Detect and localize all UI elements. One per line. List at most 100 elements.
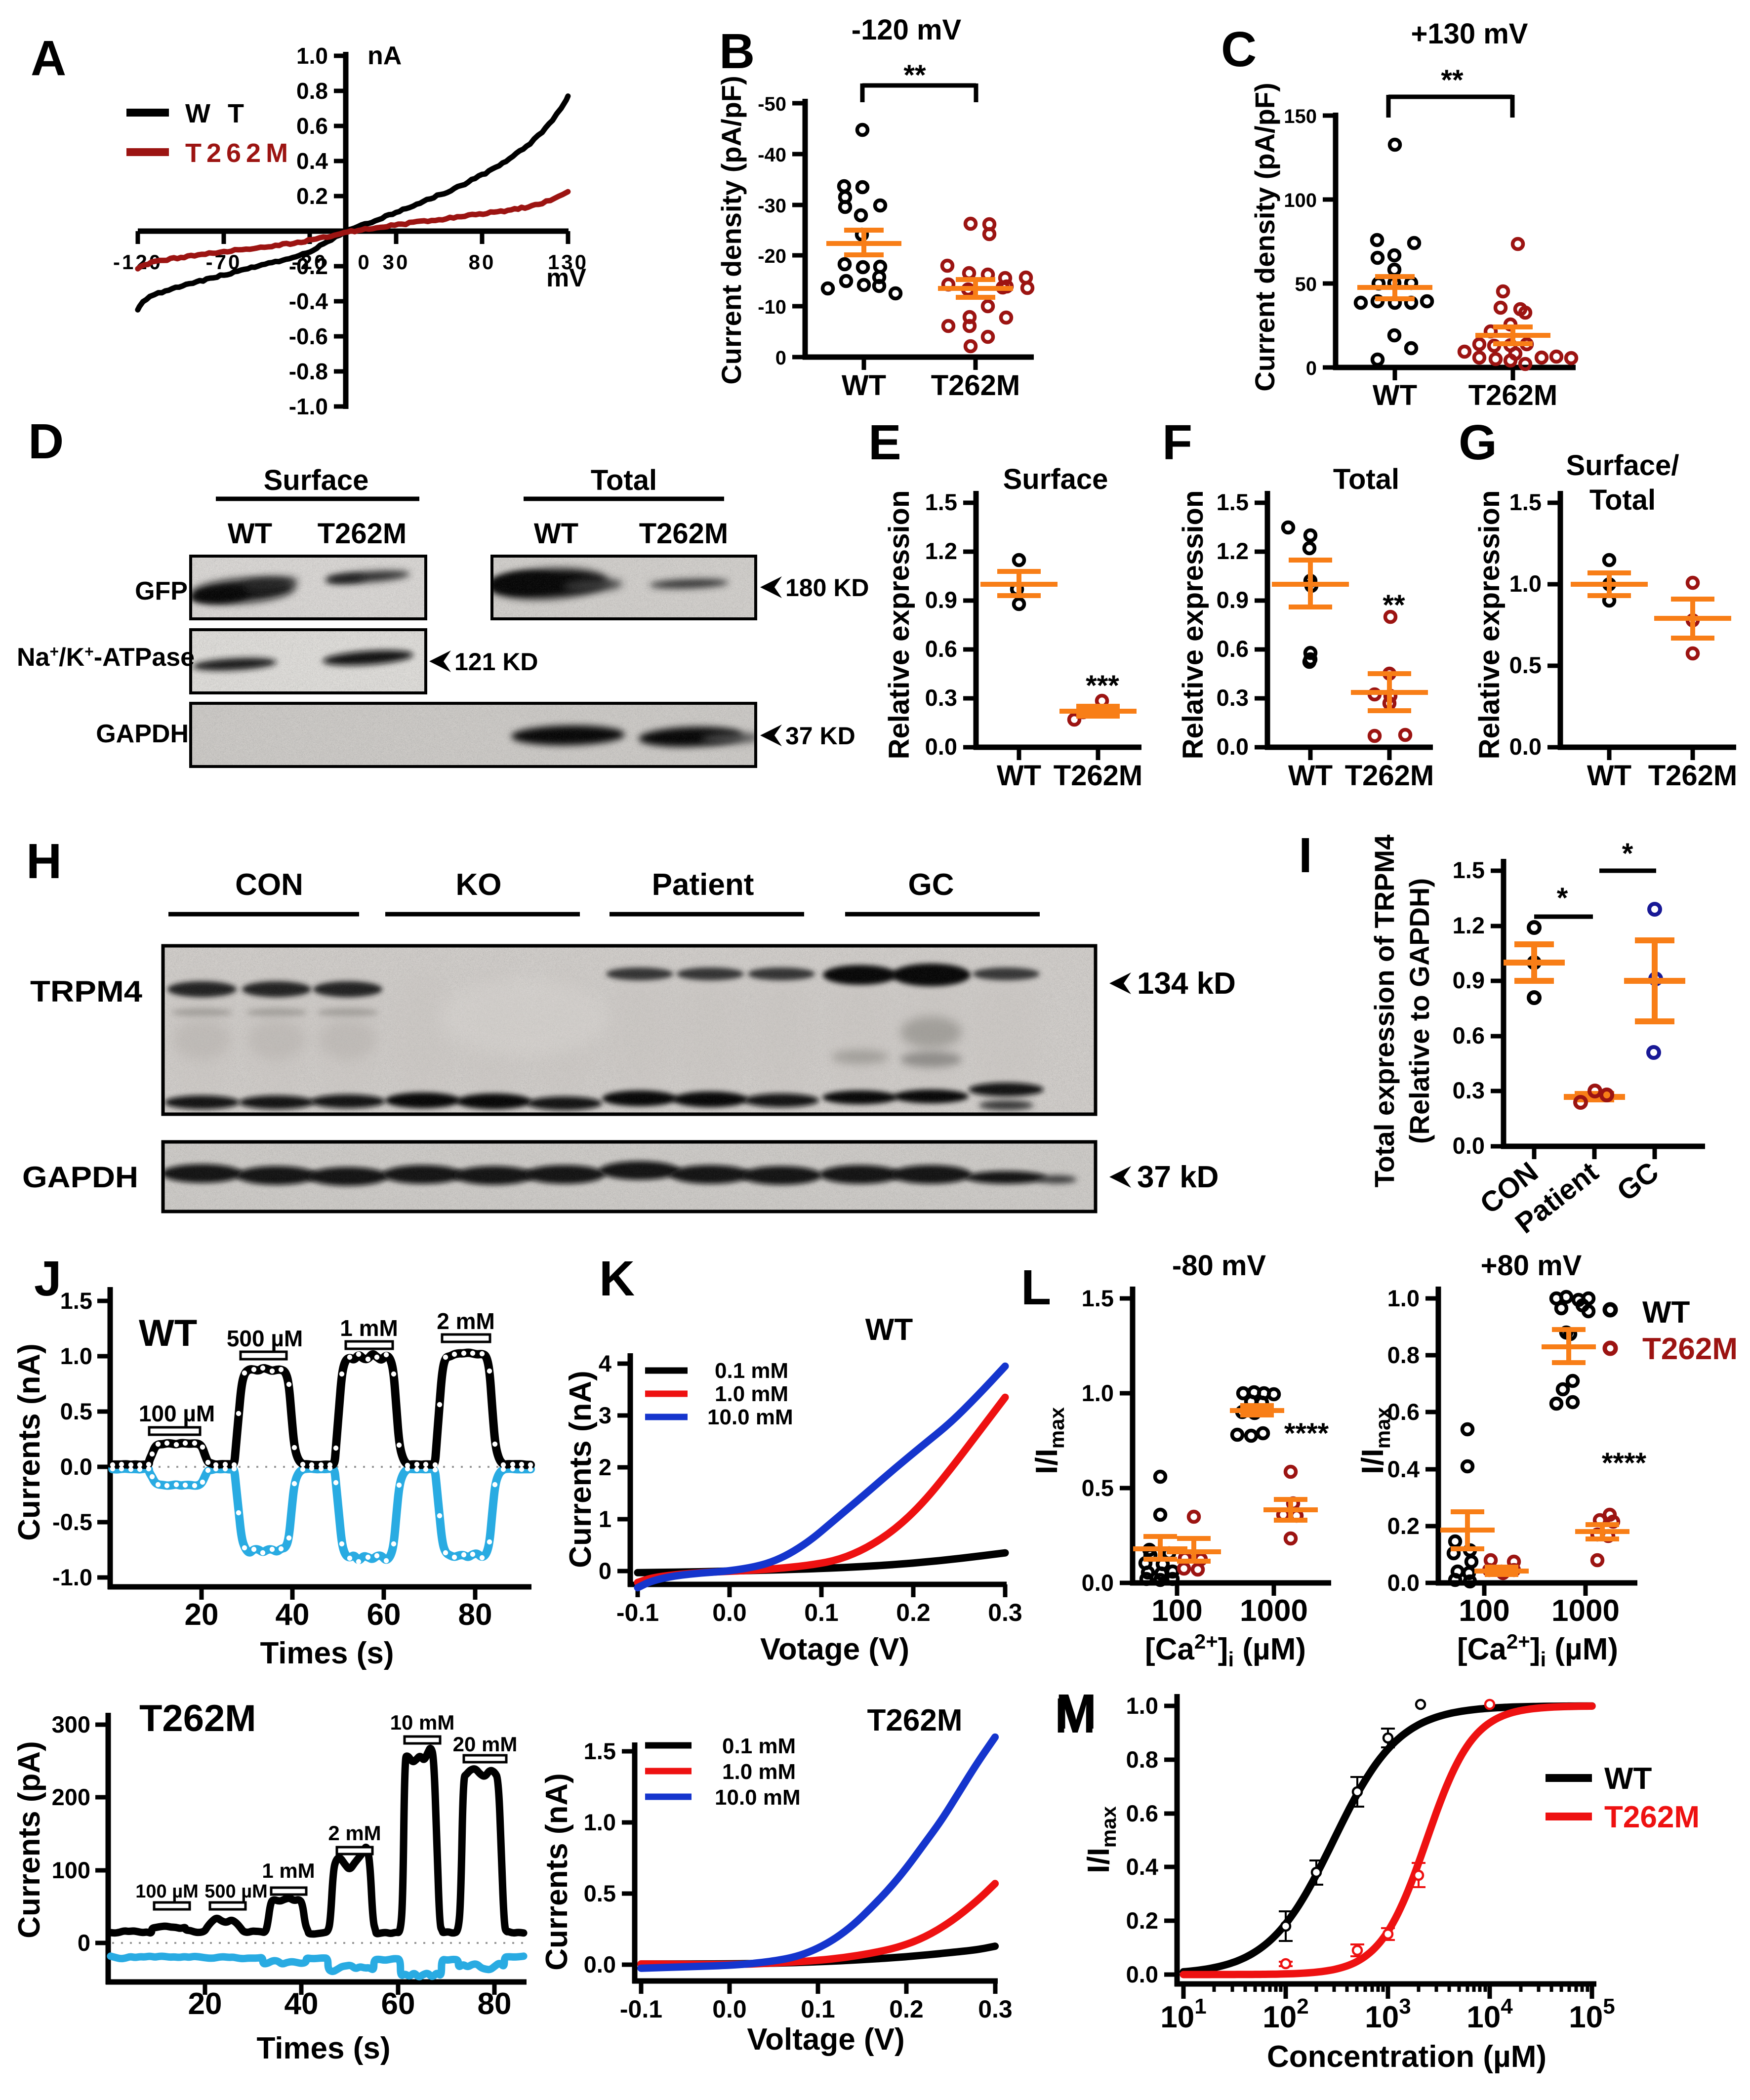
svg-text:1.0: 1.0	[60, 1343, 92, 1369]
svg-text:500 µM: 500 µM	[227, 1326, 303, 1351]
svg-text:0.5: 0.5	[60, 1398, 92, 1424]
svg-text:2 mM: 2 mM	[328, 1821, 381, 1845]
svg-text:-1.0: -1.0	[52, 1564, 92, 1590]
svg-text:1.5: 1.5	[584, 1738, 616, 1764]
svg-text:1.0: 1.0	[1509, 570, 1542, 597]
svg-text:WT: WT	[228, 518, 272, 550]
svg-text:Times (s): Times (s)	[256, 2031, 390, 2065]
svg-text:T262M: T262M	[867, 1703, 963, 1737]
svg-text:Total: Total	[1333, 463, 1399, 495]
svg-text:-0.5: -0.5	[52, 1509, 92, 1535]
svg-text:0.0: 0.0	[1509, 733, 1542, 760]
svg-text:0.4: 0.4	[296, 148, 328, 174]
svg-text:WT: WT	[842, 369, 886, 402]
svg-text:-120 mV: -120 mV	[852, 14, 962, 46]
svg-text:0.2: 0.2	[896, 1599, 931, 1626]
svg-text:B: B	[719, 24, 755, 79]
svg-text:-1.0: -1.0	[289, 394, 328, 419]
svg-text:K: K	[599, 1251, 635, 1306]
svg-text:Surface: Surface	[1003, 463, 1108, 495]
svg-text:-20: -20	[758, 245, 786, 267]
svg-text:Current density (pA/pF): Current density (pA/pF)	[1249, 82, 1280, 391]
svg-text:0.6: 0.6	[1217, 636, 1249, 662]
svg-text:**: **	[1383, 589, 1405, 621]
svg-text:Relative expression: Relative expression	[1473, 490, 1506, 760]
svg-text:0.1: 0.1	[804, 1599, 839, 1626]
svg-text:Currents (pA): Currents (pA)	[12, 1741, 46, 1938]
svg-text:100 µM: 100 µM	[139, 1401, 215, 1426]
svg-text:20: 20	[188, 1987, 222, 2021]
svg-text:0.3: 0.3	[1453, 1077, 1485, 1103]
svg-text:H: H	[26, 834, 62, 889]
svg-text:E: E	[868, 415, 901, 470]
svg-text:100: 100	[1459, 1594, 1509, 1628]
svg-text:GFP: GFP	[135, 577, 188, 606]
svg-text:0.0: 0.0	[584, 1951, 616, 1978]
svg-text:+80 mV: +80 mV	[1481, 1250, 1582, 1282]
svg-text:0.2: 0.2	[296, 183, 328, 209]
svg-text:60: 60	[367, 1598, 401, 1632]
svg-text:40: 40	[276, 1598, 310, 1632]
svg-text:0.2: 0.2	[1126, 1907, 1158, 1934]
svg-text:1.0: 1.0	[584, 1809, 616, 1835]
svg-text:Total expression of TRPM4: Total expression of TRPM4	[1369, 835, 1400, 1188]
svg-text:1.2: 1.2	[1217, 538, 1249, 564]
svg-text:A: A	[31, 31, 66, 86]
svg-text:0.9: 0.9	[1453, 967, 1485, 993]
svg-text:WT: WT	[139, 1312, 197, 1354]
svg-text:mV: mV	[546, 264, 586, 292]
svg-text:0.0: 0.0	[1217, 733, 1249, 760]
svg-text:0.3: 0.3	[925, 685, 957, 711]
svg-text:1000: 1000	[1240, 1594, 1308, 1628]
svg-text:0: 0	[358, 250, 371, 274]
svg-text:100: 100	[1151, 1594, 1202, 1628]
svg-text:0.8: 0.8	[296, 78, 328, 104]
svg-text:T262M: T262M	[1345, 760, 1434, 792]
svg-text:T262M: T262M	[1648, 760, 1738, 792]
svg-text:20: 20	[185, 1598, 219, 1632]
svg-text:Currents (nA): Currents (nA)	[12, 1343, 46, 1541]
svg-text:-0.6: -0.6	[289, 323, 328, 349]
svg-text:0.0: 0.0	[1453, 1132, 1485, 1159]
svg-text:T262M: T262M	[1468, 379, 1558, 411]
svg-text:T262M: T262M	[639, 518, 729, 550]
svg-text:Votage (V): Votage (V)	[760, 1632, 909, 1666]
svg-text:CON: CON	[235, 868, 303, 902]
svg-text:2: 2	[599, 1454, 611, 1480]
svg-text:WT: WT	[1587, 760, 1631, 792]
svg-text:WT: WT	[1373, 379, 1417, 411]
svg-text:100: 100	[52, 1857, 90, 1883]
svg-text:200: 200	[52, 1784, 90, 1810]
svg-text:-40: -40	[758, 144, 786, 166]
svg-text:100: 100	[1284, 190, 1317, 211]
svg-text:****: ****	[1284, 1417, 1329, 1450]
svg-text:0.6: 0.6	[1387, 1399, 1420, 1425]
svg-text:0: 0	[775, 347, 786, 369]
svg-text:Surface/: Surface/	[1566, 449, 1679, 482]
svg-text:1000: 1000	[1551, 1594, 1620, 1628]
svg-text:0.5: 0.5	[584, 1880, 616, 1906]
svg-text:GAPDH: GAPDH	[22, 1161, 138, 1194]
svg-text:0: 0	[78, 1930, 90, 1956]
svg-text:50: 50	[1295, 274, 1317, 295]
svg-text:J: J	[34, 1251, 62, 1306]
svg-text:0.2: 0.2	[889, 1995, 924, 2023]
svg-text:0.3: 0.3	[1217, 685, 1249, 711]
svg-text:WT: WT	[1642, 1295, 1690, 1330]
svg-text:0.4: 0.4	[1126, 1854, 1158, 1880]
svg-text:Patient: Patient	[652, 868, 754, 902]
svg-text:0.1 mM: 0.1 mM	[722, 1734, 796, 1758]
svg-text:WT: WT	[1288, 760, 1333, 792]
svg-text:Surface: Surface	[264, 464, 369, 496]
svg-text:37 KD: 37 KD	[785, 722, 855, 750]
svg-text:M: M	[1055, 1688, 1096, 1743]
svg-text:GAPDH: GAPDH	[96, 720, 189, 748]
svg-text:0.8: 0.8	[1387, 1342, 1420, 1368]
svg-text:-30: -30	[758, 195, 786, 217]
svg-text:***: ***	[1086, 670, 1119, 702]
svg-text:40: 40	[285, 1987, 319, 2021]
svg-text:0.1 mM: 0.1 mM	[715, 1359, 788, 1383]
svg-text:0.0: 0.0	[1082, 1570, 1114, 1596]
svg-text:T262M: T262M	[931, 369, 1020, 402]
svg-text:Concentration (µM): Concentration (µM)	[1267, 2040, 1547, 2074]
